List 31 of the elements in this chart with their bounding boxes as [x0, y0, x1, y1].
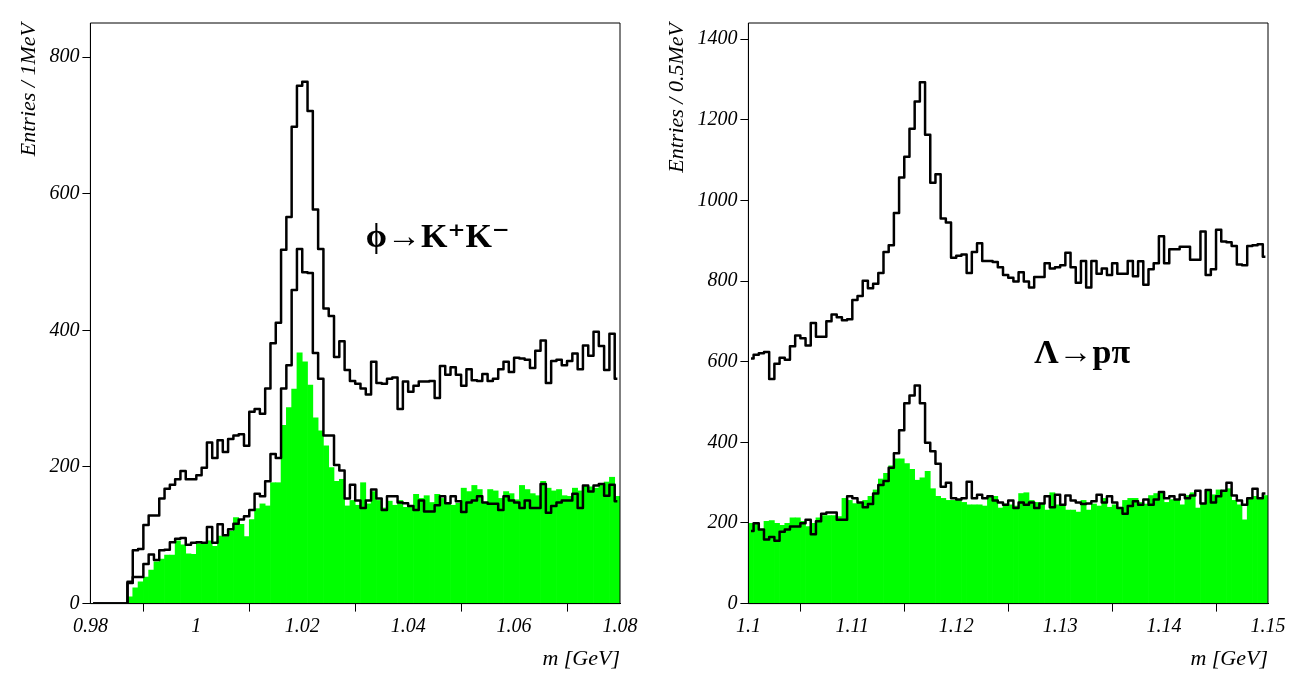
y-axis-title: Entries / 1MeV	[14, 20, 40, 158]
x-tick-label: 1.13	[1042, 613, 1078, 636]
x-tick-label: 1.1	[735, 613, 761, 636]
y-tick-label: 400	[49, 317, 80, 340]
y-tick-label: 0	[727, 590, 738, 613]
y-tick-label: 1000	[697, 187, 738, 210]
x-tick-label: 1.14	[1146, 613, 1182, 636]
x-tick-label: 1.12	[938, 613, 974, 636]
y-tick-label: 800	[707, 268, 738, 291]
x-tick-label: 1.11	[835, 613, 870, 636]
y-tick-label: 200	[49, 454, 80, 477]
y-tick-label: 200	[707, 510, 738, 533]
annotation: ϕ→K⁺K⁻	[365, 216, 510, 254]
x-tick-label: 1.15	[1250, 613, 1286, 636]
y-tick-label: 600	[707, 348, 738, 371]
y-tick-label: 800	[49, 44, 80, 67]
y-tick-label: 400	[707, 429, 738, 452]
y-tick-label: 600	[49, 181, 80, 204]
y-tick-label: 0	[69, 590, 80, 613]
x-tick-label: 1.06	[496, 613, 532, 636]
x-tick-label: 1.04	[390, 613, 426, 636]
x-axis-title: m [GeV]	[1190, 644, 1268, 670]
x-axis-title: m [GeV]	[542, 644, 620, 670]
y-axis-title: Entries / 0.5MeV	[662, 20, 688, 174]
x-tick-label: 1	[191, 613, 202, 636]
x-tick-label: 1.08	[602, 613, 638, 636]
x-tick-label: 0.98	[72, 613, 108, 636]
y-tick-label: 1400	[697, 26, 738, 49]
y-tick-label: 1200	[697, 107, 738, 130]
x-tick-label: 1.02	[284, 613, 320, 636]
annotation: Λ→pπ	[1034, 332, 1131, 370]
